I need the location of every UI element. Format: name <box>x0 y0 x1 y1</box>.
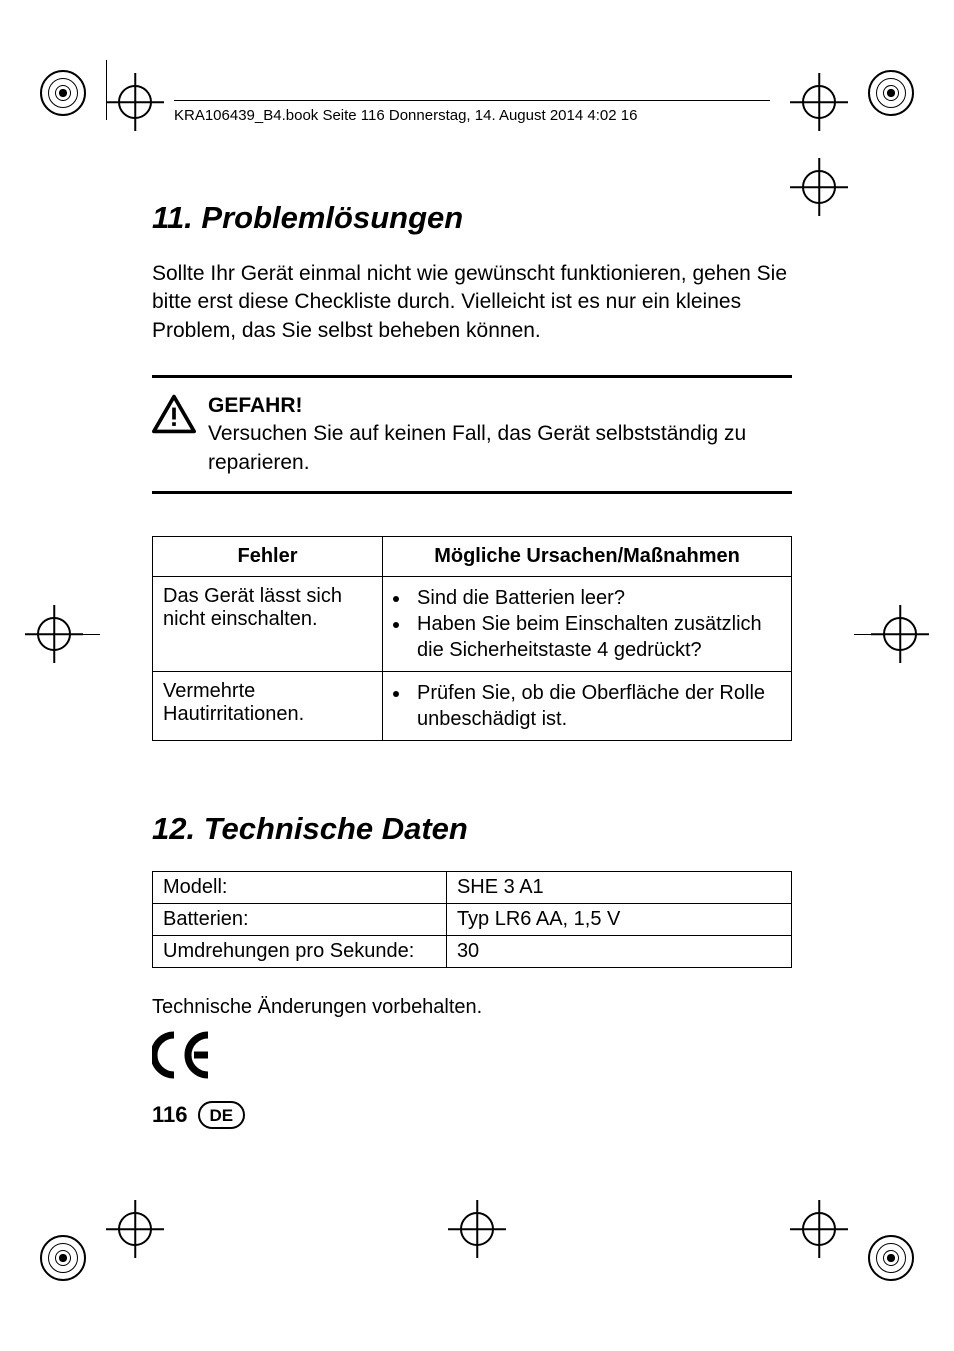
warning-label: GEFAHR! <box>208 394 303 417</box>
running-header: KRA106439_B4.book Seite 116 Donnerstag, … <box>174 100 770 124</box>
registration-target <box>802 1212 836 1246</box>
troubleshooting-table: Fehler Mögliche Ursachen/Maßnahmen Das G… <box>152 536 792 741</box>
registration-ring <box>868 1235 914 1281</box>
table-row: Umdrehungen pro Sekunde: 30 <box>153 936 792 968</box>
page-body: 11. Problemlösungen Sollte Ihr Gerät ein… <box>152 200 792 1088</box>
section-12-title: 12. Technische Daten <box>152 811 792 847</box>
spec-value: SHE 3 A1 <box>446 872 791 904</box>
col-header-fault: Fehler <box>153 537 383 577</box>
table-row: Modell: SHE 3 A1 <box>153 872 792 904</box>
troubleshooting-body: Das Gerät lässt sich nicht einschalten. … <box>153 577 792 741</box>
spec-value: Typ LR6 AA, 1,5 V <box>446 904 791 936</box>
registration-ring <box>40 1235 86 1281</box>
running-header-text: KRA106439_B4.book Seite 116 Donnerstag, … <box>174 107 637 124</box>
cause-item: Haben Sie beim Einschalten zusätzlich di… <box>411 611 781 663</box>
crop-rule <box>854 634 904 635</box>
registration-ring <box>868 70 914 116</box>
table-row: Das Gerät lässt sich nicht einschalten. … <box>153 577 792 672</box>
spec-label: Batterien: <box>153 904 447 936</box>
warning-body: Versuchen Sie auf keinen Fall, das Gerät… <box>208 422 746 473</box>
registration-target <box>118 85 152 119</box>
cause-item: Sind die Batterien leer? <box>411 585 781 611</box>
spec-value: 30 <box>446 936 791 968</box>
table-row: Batterien: Typ LR6 AA, 1,5 V <box>153 904 792 936</box>
spec-label: Modell: <box>153 872 447 904</box>
language-pill: DE <box>198 1101 246 1129</box>
section-11-intro: Sollte Ihr Gerät einmal nicht wie gewüns… <box>152 260 792 345</box>
registration-target <box>802 170 836 204</box>
spec-label: Umdrehungen pro Sekunde: <box>153 936 447 968</box>
causes-cell: Sind die Batterien leer? Haben Sie beim … <box>383 577 792 672</box>
registration-ring <box>40 70 86 116</box>
crop-rule <box>50 634 100 635</box>
fault-cell: Vermehrte Hautirritationen. <box>153 672 383 741</box>
warning-text: GEFAHR! Versuchen Sie auf keinen Fall, d… <box>208 392 792 477</box>
registration-target <box>802 85 836 119</box>
section-11-title: 11. Problemlösungen <box>152 200 792 236</box>
crop-rule <box>106 60 107 120</box>
warning-icon <box>152 394 196 434</box>
col-header-causes: Mögliche Ursachen/Maßnahmen <box>383 537 792 577</box>
specs-table: Modell: SHE 3 A1 Batterien: Typ LR6 AA, … <box>152 871 792 968</box>
subject-to-change-note: Technische Änderungen vorbehalten. <box>152 996 792 1019</box>
page-number: 116 <box>152 1102 188 1128</box>
warning-box: GEFAHR! Versuchen Sie auf keinen Fall, d… <box>152 375 792 494</box>
registration-target <box>118 1212 152 1246</box>
ce-mark-icon <box>152 1031 792 1088</box>
page-footer: 116 DE <box>152 1101 245 1129</box>
registration-target <box>460 1212 494 1246</box>
causes-cell: Prüfen Sie, ob die Oberfläche der Rolle … <box>383 672 792 741</box>
fault-cell: Das Gerät lässt sich nicht einschalten. <box>153 577 383 672</box>
cause-item: Prüfen Sie, ob die Oberfläche der Rolle … <box>411 680 781 732</box>
table-row: Vermehrte Hautirritationen. Prüfen Sie, … <box>153 672 792 741</box>
